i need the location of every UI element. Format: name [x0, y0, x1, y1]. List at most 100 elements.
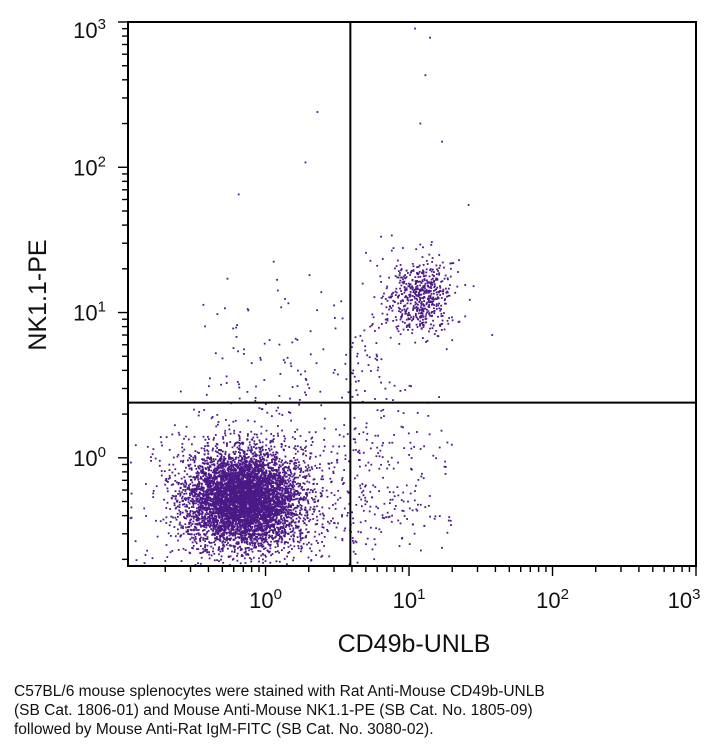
data-point [254, 462, 257, 465]
data-point [295, 476, 298, 479]
data-point [264, 540, 266, 543]
data-point [270, 529, 273, 531]
data-point [173, 504, 176, 507]
data-point [257, 511, 259, 514]
data-point [168, 463, 171, 466]
data-point [196, 451, 199, 454]
data-point [296, 458, 299, 461]
data-point [286, 495, 288, 498]
data-point [300, 467, 302, 470]
data-point [270, 445, 272, 448]
data-point [254, 469, 257, 471]
data-point [162, 518, 165, 521]
data-point [216, 537, 219, 540]
data-point [273, 456, 276, 458]
data-point [221, 541, 224, 544]
data-point [195, 542, 198, 545]
data-point [256, 475, 258, 477]
data-point [258, 446, 260, 449]
data-point [232, 483, 235, 485]
data-point [241, 462, 244, 464]
data-point [271, 511, 273, 514]
data-point [240, 524, 243, 526]
data-point [253, 466, 256, 469]
data-point [285, 497, 288, 500]
data-point [233, 510, 236, 512]
data-point [313, 488, 316, 491]
data-point [235, 469, 238, 471]
data-point [252, 482, 254, 485]
data-point [261, 445, 264, 448]
data-point [284, 490, 287, 493]
data-point [257, 514, 260, 517]
data-point [222, 521, 224, 524]
data-point [213, 521, 216, 523]
data-point [223, 524, 225, 527]
data-point [242, 496, 245, 498]
data-point [202, 470, 204, 473]
data-point [240, 510, 243, 513]
data-point [201, 462, 204, 464]
data-point [260, 554, 263, 557]
data-point [189, 500, 192, 502]
data-point [216, 503, 219, 506]
data-point [233, 550, 236, 553]
data-point [266, 502, 268, 504]
data-point [246, 466, 248, 469]
data-point [302, 499, 305, 502]
data-point [241, 472, 244, 474]
data-point [298, 494, 301, 496]
data-point [187, 497, 190, 500]
data-point [188, 454, 191, 456]
data-point [187, 464, 190, 466]
data-point [205, 499, 207, 502]
data-point [201, 521, 203, 523]
data-point [289, 531, 292, 533]
data-point [216, 526, 219, 529]
data-point [294, 438, 296, 440]
data-point [257, 550, 260, 552]
data-point [245, 501, 248, 504]
data-point [271, 461, 274, 463]
data-point [242, 443, 244, 445]
data-point [261, 504, 264, 507]
data-point [225, 473, 227, 475]
data-point [174, 535, 177, 538]
data-point [275, 515, 278, 518]
data-point [232, 475, 234, 478]
data-point [250, 497, 252, 500]
data-point [243, 531, 245, 533]
data-point [189, 510, 192, 513]
data-point [207, 476, 209, 479]
data-point [207, 453, 210, 455]
data-point [225, 477, 227, 480]
data-point [274, 460, 276, 462]
data-point [272, 454, 275, 456]
data-point [205, 480, 208, 483]
data-point [276, 480, 279, 482]
data-point [166, 490, 169, 493]
data-point [277, 472, 280, 474]
data-point [240, 476, 243, 479]
data-point [251, 527, 253, 529]
data-point [243, 489, 245, 491]
data-point [265, 444, 268, 447]
data-point [178, 482, 180, 484]
data-point [258, 523, 261, 526]
data-point [208, 458, 211, 460]
data-point [209, 483, 212, 485]
data-point [275, 479, 277, 482]
data-point [180, 477, 183, 480]
data-point [177, 515, 179, 518]
data-point [232, 482, 235, 484]
data-point [197, 519, 200, 522]
data-point [278, 530, 281, 533]
data-point [229, 441, 232, 443]
data-point [294, 490, 297, 492]
data-point [236, 475, 238, 477]
data-point [262, 538, 265, 541]
data-point [273, 499, 276, 502]
data-point [294, 448, 297, 451]
data-point [220, 514, 223, 516]
data-point [266, 491, 269, 494]
